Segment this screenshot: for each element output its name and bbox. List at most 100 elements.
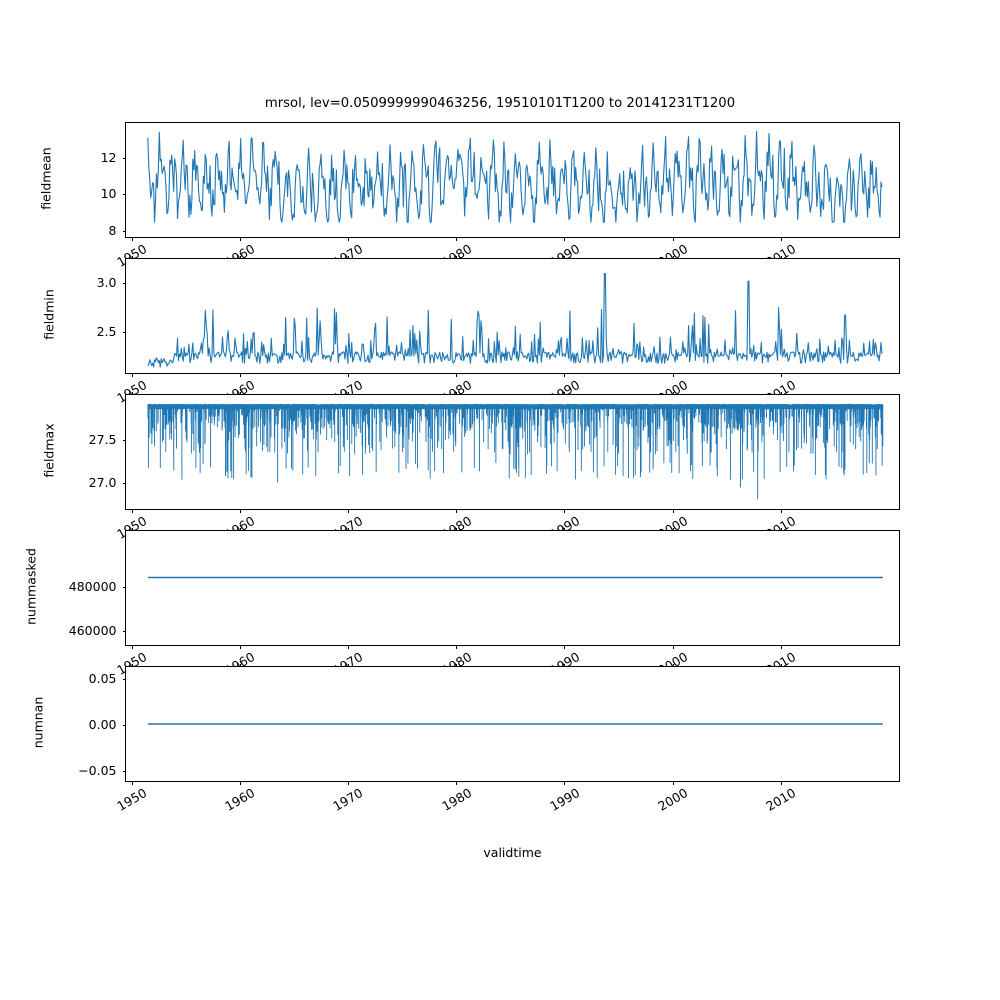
xtick-mark	[456, 527, 458, 531]
xtick-label: 1960	[222, 785, 258, 814]
subplot-fieldmin: 3.0 2.5	[97, 255, 900, 377]
xtick-mark	[456, 645, 458, 649]
xtick-label: 1970	[330, 785, 366, 814]
xtick-mark	[239, 373, 241, 377]
xtick-mark	[131, 509, 133, 513]
plot-area-fieldmean	[126, 123, 899, 237]
ylabel-fieldmean: fieldmean	[38, 147, 54, 210]
xtick-mark	[672, 781, 674, 785]
xtick-mark	[564, 391, 566, 395]
ytick-mark: 460000	[69, 623, 126, 638]
xtick-mark	[672, 373, 674, 377]
ytick-mark: −0.05	[78, 763, 126, 778]
series-fieldmean	[126, 123, 899, 237]
xlabel: validtime	[483, 845, 542, 860]
ytick-mark: 0.05	[89, 671, 126, 686]
xtick-mark	[564, 509, 566, 513]
plot-area-nummasked	[126, 531, 899, 645]
xtick-mark	[239, 645, 241, 649]
ytick-mark: 2.5	[97, 324, 126, 339]
ytick-mark: 0.00	[89, 717, 126, 732]
xtick-mark	[780, 373, 782, 377]
xtick-mark	[780, 255, 782, 259]
xtick-mark	[564, 237, 566, 241]
ytick-label: 0.00	[88, 717, 117, 732]
xtick-mark	[564, 527, 566, 531]
figure-title: mrsol, lev=0.0509999990463256, 19510101T…	[264, 96, 736, 111]
xtick-mark	[672, 645, 674, 649]
xtick-mark	[347, 509, 349, 513]
xtick-mark	[131, 237, 133, 241]
ytick-label: −0.05	[78, 763, 117, 778]
ytick-mark: 27.0	[89, 475, 126, 490]
ytick-label: 0.05	[88, 671, 117, 686]
xtick-mark	[780, 237, 782, 241]
xtick-mark	[564, 645, 566, 649]
xtick-mark	[672, 663, 674, 667]
xtick-mark	[564, 373, 566, 377]
ylabel-fieldmin: fieldmin	[41, 289, 57, 340]
ytick-label: 2.5	[96, 324, 117, 339]
xtick-mark	[456, 373, 458, 377]
xtick-mark	[780, 527, 782, 531]
ytick-label: 3.0	[96, 275, 117, 290]
xtick-mark	[564, 663, 566, 667]
xtick-mark	[672, 509, 674, 513]
xtick-label: 1980	[439, 785, 475, 814]
xtick-mark	[780, 781, 782, 785]
plot-area-fieldmax	[126, 395, 899, 509]
subplot-fieldmean: 12 10 8	[101, 122, 900, 241]
xtick-mark	[672, 237, 674, 241]
xtick-mark	[672, 527, 674, 531]
ytick-mark: 480000	[69, 579, 126, 594]
plot-area-numnan	[126, 667, 899, 781]
xtick-mark	[780, 645, 782, 649]
series-numnan	[126, 667, 899, 781]
xtick-mark	[239, 527, 241, 531]
xtick-mark	[347, 645, 349, 649]
ytick-label: 10	[100, 186, 117, 201]
ytick-label: 8	[108, 223, 117, 238]
series-fieldmin	[126, 259, 899, 373]
xtick-label: 2010	[763, 785, 799, 814]
series-fieldmax	[126, 395, 899, 509]
xtick-mark	[780, 391, 782, 395]
ytick-label: 27.5	[88, 432, 117, 447]
ylabel-nummasked: nummasked	[23, 548, 39, 625]
ytick-label: 480000	[68, 579, 117, 594]
ytick-mark: 8	[109, 223, 126, 238]
xtick-mark	[347, 237, 349, 241]
xtick-mark	[239, 391, 241, 395]
xtick-mark	[347, 663, 349, 667]
xtick-mark	[239, 509, 241, 513]
xtick-mark	[456, 781, 458, 785]
xtick-label: 1990	[547, 785, 583, 814]
xtick-mark	[780, 509, 782, 513]
ytick-label: 27.0	[88, 475, 117, 490]
subplot-fieldmax: 27.5 27.0	[89, 391, 900, 513]
plot-area-fieldmin	[126, 259, 899, 373]
ytick-mark: 3.0	[97, 275, 126, 290]
xtick-mark	[347, 255, 349, 259]
xtick-mark	[239, 781, 241, 785]
xtick-mark	[672, 255, 674, 259]
xtick-mark	[347, 373, 349, 377]
xtick-mark	[347, 527, 349, 531]
xtick-mark	[456, 391, 458, 395]
xtick-mark	[672, 391, 674, 395]
subplot-numnan: 0.05 0.00 −0.05	[78, 663, 900, 785]
xtick-mark	[564, 781, 566, 785]
xtick-mark	[456, 509, 458, 513]
subplot-nummasked: 480000 460000	[69, 527, 900, 649]
xtick-mark	[131, 645, 133, 649]
xtick-label: 1950	[114, 785, 150, 814]
ytick-mark: 27.5	[89, 432, 126, 447]
series-nummasked	[126, 531, 899, 645]
xtick-label: 2000	[655, 785, 691, 814]
ytick-label: 12	[100, 150, 117, 165]
xtick-mark	[456, 237, 458, 241]
xtick-mark	[131, 255, 133, 259]
xtick-mark	[239, 663, 241, 667]
xtick-mark	[131, 527, 133, 531]
